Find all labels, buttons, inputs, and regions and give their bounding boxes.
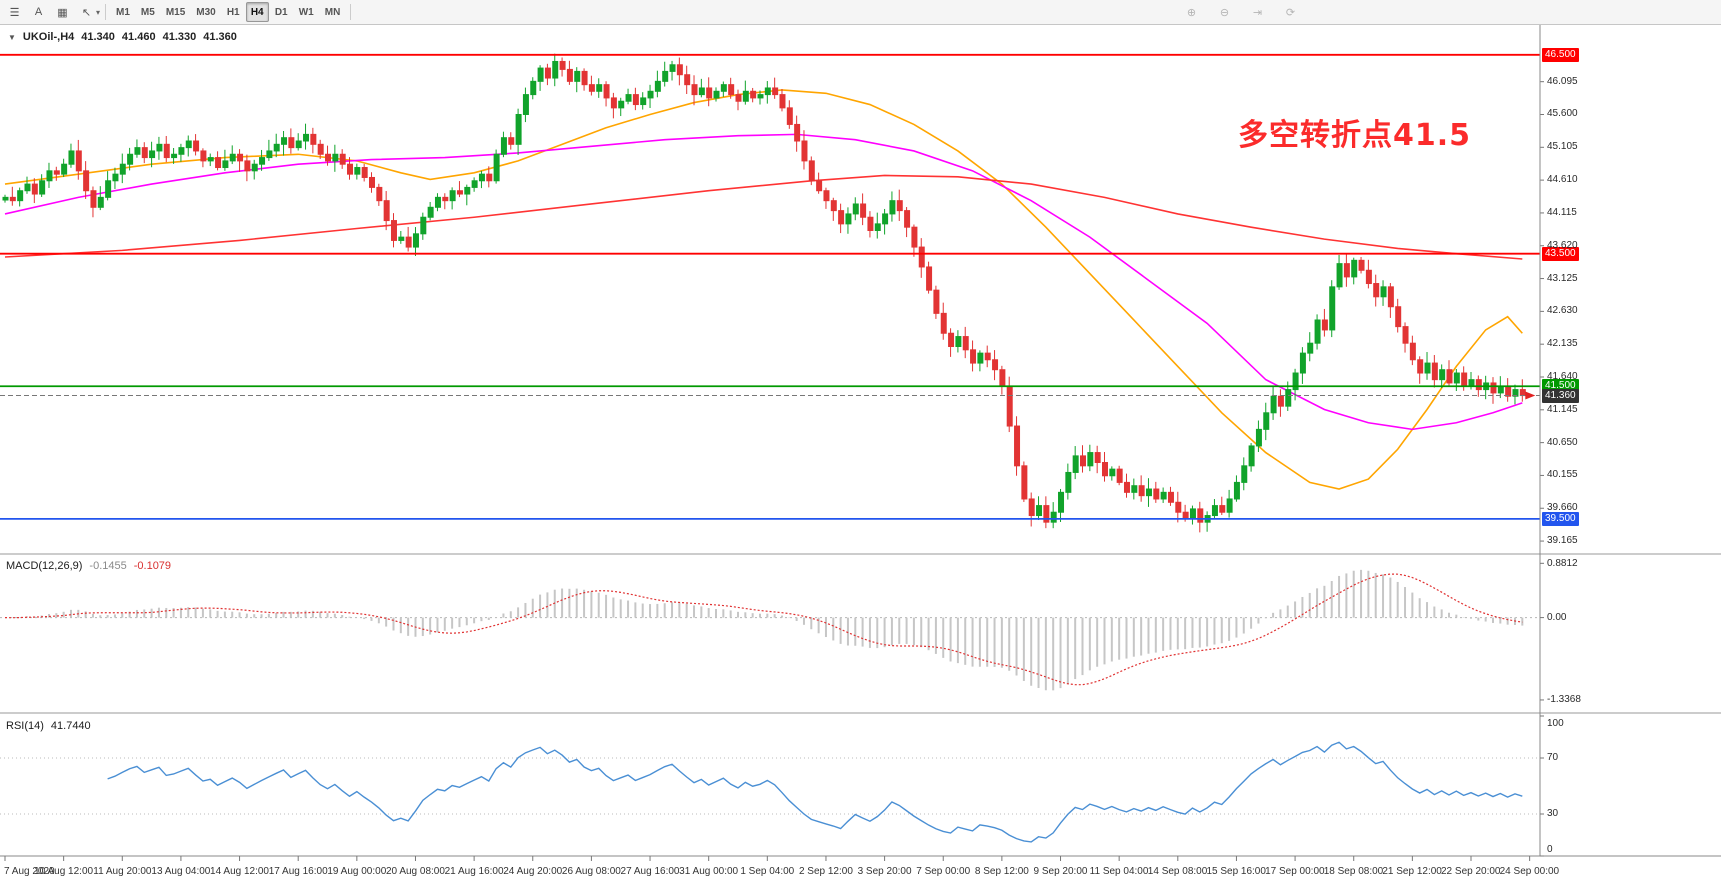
macd-name: MACD(12,26,9) — [6, 560, 83, 572]
rsi-value: 41.7440 — [50, 720, 91, 732]
macd-signal-value: -0.1079 — [133, 560, 172, 572]
macd-main-value: -0.1455 — [89, 560, 127, 572]
chart-shift-icon[interactable]: ⇥ — [1252, 6, 1263, 19]
timeframe-w1[interactable]: W1 — [298, 6, 314, 18]
timeframe-h4[interactable]: H4 — [245, 2, 269, 22]
price-arrow-marker — [1525, 391, 1536, 400]
timeframe-m5[interactable]: M5 — [140, 6, 155, 18]
rsi-panel[interactable] — [0, 716, 1540, 856]
text-label-icon[interactable]: A — [34, 6, 43, 18]
zoom-in-icon[interactable]: ⊕ — [1186, 6, 1197, 19]
macd-signal-line — [4, 573, 1523, 686]
macd-panel[interactable] — [0, 556, 1540, 710]
symbol-label: UKOil-,H4 — [22, 31, 75, 43]
analyst-annotation-text: 多空转折点41.5 — [1238, 118, 1472, 153]
drawing-tools-group: ☰ A ▦ ↖ ▾ — [3, 2, 100, 22]
rsi-indicator-label: RSI(14) 41.7440 — [6, 720, 91, 732]
dropdown-caret-icon[interactable]: ▾ — [96, 7, 101, 17]
symbol-ohlc-row: ▼ UKOil-,H4 41.340 41.460 41.330 41.360 — [8, 31, 237, 43]
cursor-tool-icon[interactable]: ↖ — [81, 6, 92, 19]
high-value: 41.460 — [121, 31, 156, 43]
toolbar: ☰ A ▦ ↖ ▾ M1 M5 M15 M30 H1 H4 D1 W1 MN ⊕ ⊖ ⇥ ⟳ — [0, 0, 1721, 25]
open-value: 41.340 — [81, 31, 115, 43]
macd-indicator-label: MACD(12,26,9) -0.1455 -0.1079 — [6, 560, 171, 572]
chart-list-icon[interactable]: ☰ — [9, 6, 20, 19]
template-icon[interactable]: ▦ — [57, 6, 68, 19]
price-axis[interactable] — [1540, 25, 1721, 856]
auto-scroll-icon[interactable]: ⟳ — [1285, 6, 1296, 19]
timeframe-group: M1 M5 M15 M30 H1 H4 D1 W1 MN — [111, 2, 345, 22]
zoom-out-icon[interactable]: ⊖ — [1219, 6, 1230, 19]
main-chart-panel[interactable] — [0, 25, 1540, 552]
toolbar-separator — [105, 4, 107, 20]
timeframe-m15[interactable]: M15 — [165, 6, 186, 18]
timeframe-h1[interactable]: H1 — [226, 6, 240, 18]
timeframe-m1[interactable]: M1 — [116, 6, 130, 18]
time-axis[interactable] — [0, 856, 1721, 893]
toolbar-separator — [350, 4, 352, 20]
low-value: 41.330 — [162, 31, 197, 43]
ma-fast-orange-line — [4, 89, 1523, 490]
timeframe-m30[interactable]: M30 — [196, 6, 216, 18]
timeframe-d1[interactable]: D1 — [274, 6, 288, 18]
ma-slow-red-line — [4, 174, 1523, 260]
rsi-line — [107, 741, 1523, 843]
timeframe-mn[interactable]: MN — [324, 6, 341, 18]
close-value: 41.360 — [203, 31, 237, 43]
rsi-name: RSI(14) — [6, 720, 44, 732]
chart-options-group: ⊕ ⊖ ⇥ ⟳ — [1180, 2, 1302, 22]
ma-mid-magenta-line — [4, 133, 1523, 431]
chevron-down-icon[interactable]: ▼ — [8, 32, 16, 42]
